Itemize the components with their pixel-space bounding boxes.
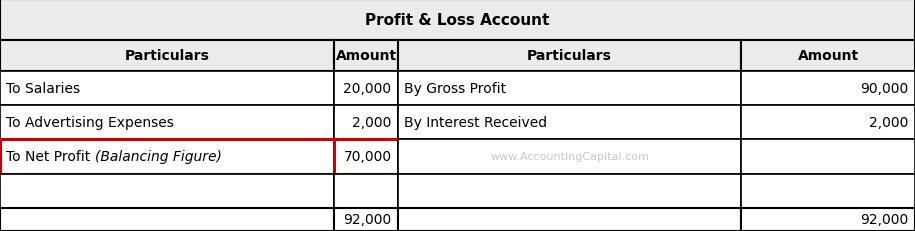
Text: To Salaries: To Salaries	[6, 82, 81, 95]
Text: Profit & Loss Account: Profit & Loss Account	[365, 13, 550, 28]
Bar	[334, 208, 398, 231]
Bar	[741, 40, 915, 71]
Bar	[0, 140, 334, 174]
Text: (Balancing Figure): (Balancing Figure)	[95, 150, 222, 164]
Bar	[741, 174, 915, 208]
Text: Amount: Amount	[336, 49, 396, 63]
Text: 20,000: 20,000	[343, 82, 392, 95]
Text: Amount: Amount	[798, 49, 858, 63]
Bar	[334, 140, 398, 174]
Text: By Interest Received: By Interest Received	[404, 116, 547, 130]
Bar	[398, 174, 741, 208]
Bar	[0, 71, 334, 106]
Bar	[741, 106, 915, 140]
Text: Particulars: Particulars	[124, 49, 210, 63]
Bar	[0, 40, 334, 71]
Text: To Net Profit: To Net Profit	[6, 150, 95, 164]
Bar	[398, 208, 741, 231]
Text: 92,000: 92,000	[343, 213, 392, 226]
Text: 70,000: 70,000	[343, 150, 392, 164]
Bar	[334, 106, 398, 140]
Bar	[334, 40, 398, 71]
Text: www.AccountingCapital.com: www.AccountingCapital.com	[490, 152, 649, 162]
Bar	[0, 208, 334, 231]
Bar	[741, 140, 915, 174]
Bar	[334, 71, 398, 106]
Bar	[741, 71, 915, 106]
Text: 92,000: 92,000	[860, 213, 909, 226]
Bar	[0, 174, 334, 208]
Text: 2,000: 2,000	[869, 116, 909, 130]
Bar	[0, 106, 334, 140]
Bar	[741, 208, 915, 231]
Text: To Advertising Expenses: To Advertising Expenses	[6, 116, 174, 130]
Text: 90,000: 90,000	[860, 82, 909, 95]
Bar	[398, 71, 741, 106]
Bar	[334, 174, 398, 208]
Bar	[398, 40, 741, 71]
Text: By Gross Profit: By Gross Profit	[404, 82, 507, 95]
Text: Particulars: Particulars	[527, 49, 612, 63]
Text: 2,000: 2,000	[352, 116, 392, 130]
Bar	[398, 106, 741, 140]
Bar	[398, 140, 741, 174]
Bar	[0, 0, 915, 40]
